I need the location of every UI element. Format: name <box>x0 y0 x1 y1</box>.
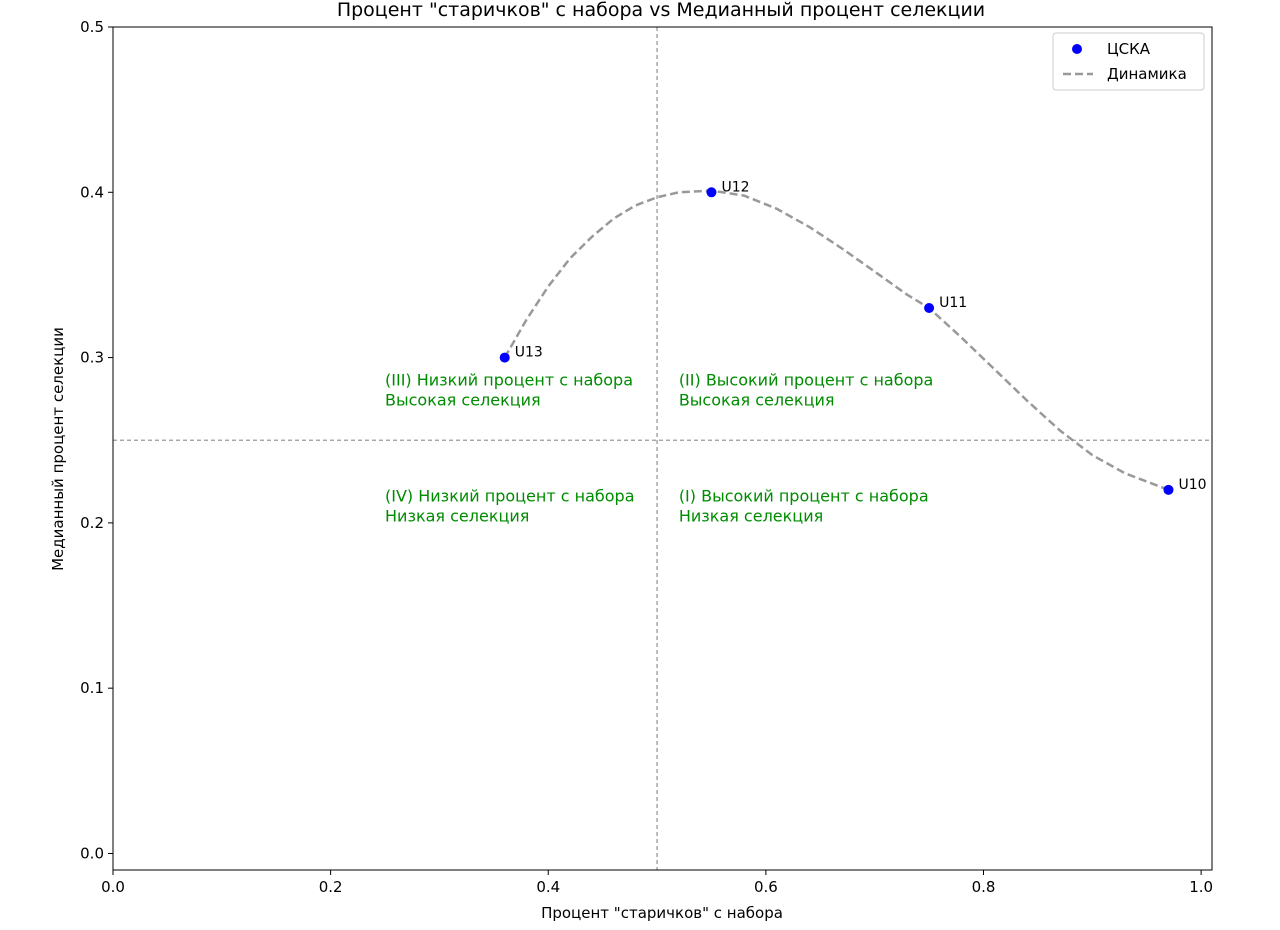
y-tick-label: 0.5 <box>80 18 104 36</box>
quadrant-annotation-2-line-2: Высокая селекция <box>679 391 835 410</box>
x-tick-label: 0.0 <box>101 878 125 896</box>
legend-label-cska: ЦСКА <box>1107 40 1151 58</box>
x-tick-label: 0.4 <box>536 878 560 896</box>
quadrant-annotation-3-line-1: (IV) Низкий процент с набора <box>385 486 634 505</box>
y-tick-label: 0.1 <box>80 679 104 697</box>
legend: ЦСКА Динамика <box>1052 32 1205 91</box>
data-point-u11 <box>924 303 935 313</box>
quadrant-annotation-3-line-2: Низкая селекция <box>385 506 529 525</box>
y-tick-label: 0.2 <box>80 514 104 532</box>
legend-marker-cska <box>1072 44 1082 54</box>
quadrant-annotation-4-line-1: (I) Высокий процент с набора <box>679 486 929 505</box>
chart-title: Процент "старичков" с набора vs Медианны… <box>337 0 985 21</box>
plot-area: U10 U11 U12 U13 (III) Низкий процент с набор… <box>113 27 1212 870</box>
x-tick-label: 1.0 <box>1189 878 1213 896</box>
axis-ticks: 0.0 0.2 0.4 0.6 0.8 1.0 0.0 0.1 0.2 0.3 0.4 0.5 <box>80 18 1213 896</box>
x-tick-label: 0.8 <box>972 878 996 896</box>
point-label-u13: U13 <box>515 345 543 361</box>
y-tick-label: 0.4 <box>80 183 104 201</box>
y-tick-label: 0.0 <box>80 844 104 862</box>
data-point-u13 <box>499 352 510 363</box>
quadrant-annotation-1-line-1: (III) Низкий процент с набора <box>385 371 633 390</box>
point-label-u10: U10 <box>1178 477 1206 493</box>
x-axis-label: Процент "старичков" с набора <box>541 904 783 922</box>
x-tick-label: 0.6 <box>754 878 778 896</box>
quadrant-annotation-4: (I) Высокий процент с набора Низкая селек… <box>679 486 929 525</box>
y-axis-label: Медианный процент селекции <box>49 327 67 571</box>
legend-label-dynamics: Динамика <box>1107 65 1187 83</box>
quadrant-annotation-1-line-2: Высокая селекция <box>385 391 541 410</box>
axes-frame <box>112 26 1213 871</box>
legend-box <box>1052 32 1205 91</box>
dynamics-line <box>503 189 1169 491</box>
quadrant-annotation-2: (II) Высокий процент с набора Высокая сел… <box>679 371 934 410</box>
point-label-u12: U12 <box>721 179 749 195</box>
point-label-u11: U11 <box>939 295 967 311</box>
quadrant-annotation-2-line-1: (II) Высокий процент с набора <box>679 371 934 390</box>
data-point-u10 <box>1163 484 1174 495</box>
x-tick-label: 0.2 <box>319 878 343 896</box>
quadrant-annotation-4-line-2: Низкая селекция <box>679 506 823 525</box>
y-tick-label: 0.3 <box>80 349 104 367</box>
quadrant-annotation-3: (IV) Низкий процент с набора Низкая селек… <box>385 486 634 525</box>
data-point-u12 <box>706 187 717 198</box>
quadrant-annotation-1: (III) Низкий процент с набора Высокая сел… <box>385 371 633 410</box>
